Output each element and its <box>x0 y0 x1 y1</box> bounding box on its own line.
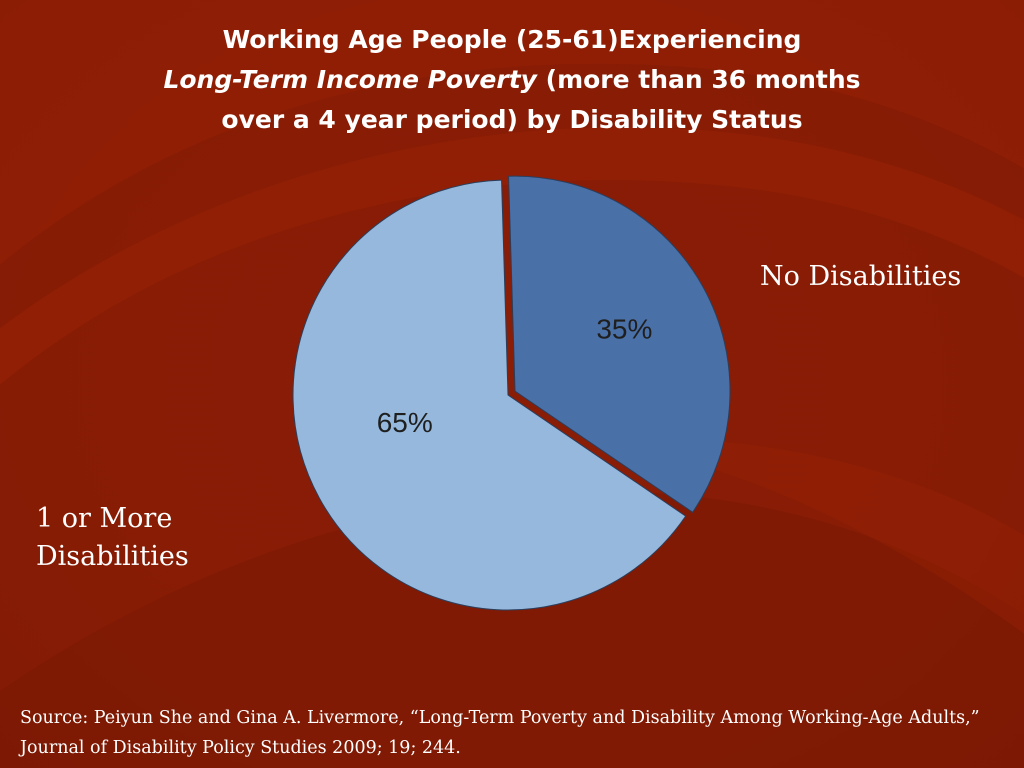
title-line-3: over a 4 year period) by Disability Stat… <box>221 105 803 134</box>
pie-data-label-no-disabilities: 35% <box>596 314 652 345</box>
title-line-2-rest: (more than 36 months <box>536 65 861 94</box>
label-no-disabilities: No Disabilities <box>760 261 962 292</box>
title-italic-phrase: Long-Term Income Poverty <box>163 65 537 94</box>
pie-slice-1-or-more-disabilities <box>292 179 687 611</box>
pie-slice-no-disabilities <box>508 175 731 513</box>
label-one-or-more-disabilities: 1 or More Disabilities <box>36 500 236 576</box>
label-one-or-more-line-2: Disabilities <box>36 541 189 572</box>
title-line-2: Long-Term Income Poverty (more than 36 m… <box>112 60 912 100</box>
source-citation: Source: Peiyun She and Gina A. Livermore… <box>20 708 980 758</box>
title-line-1: Working Age People (25-61)Experiencing <box>222 25 802 54</box>
pie-data-label-1-or-more-disabilities: 65% <box>377 407 433 438</box>
chart-title: Working Age People (25-61)Experiencing L… <box>112 20 912 140</box>
label-one-or-more-line-1: 1 or More <box>36 503 173 534</box>
